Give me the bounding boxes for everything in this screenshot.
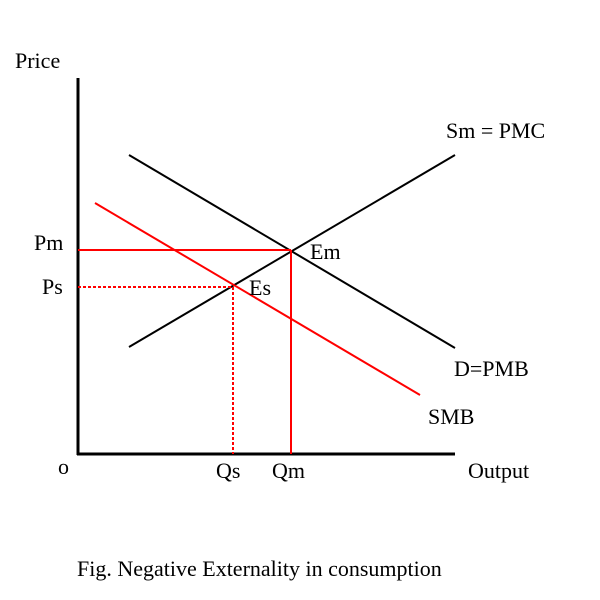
y-axis-label: Price xyxy=(15,48,60,73)
em-label: Em xyxy=(310,239,341,264)
origin-label: o xyxy=(58,454,69,479)
es-label: Es xyxy=(249,275,271,300)
smb-label: SMB xyxy=(428,404,474,429)
caption: Fig. Negative Externality in consumption xyxy=(77,556,442,581)
x-axis-label: Output xyxy=(468,458,529,483)
demand-label: D=PMB xyxy=(454,356,529,381)
qs-label: Qs xyxy=(216,458,240,483)
supply-label: Sm = PMC xyxy=(446,118,545,143)
ps-label: Ps xyxy=(42,274,63,299)
qm-label: Qm xyxy=(272,458,305,483)
pm-label: Pm xyxy=(34,230,63,255)
smb-curve xyxy=(94,202,421,396)
